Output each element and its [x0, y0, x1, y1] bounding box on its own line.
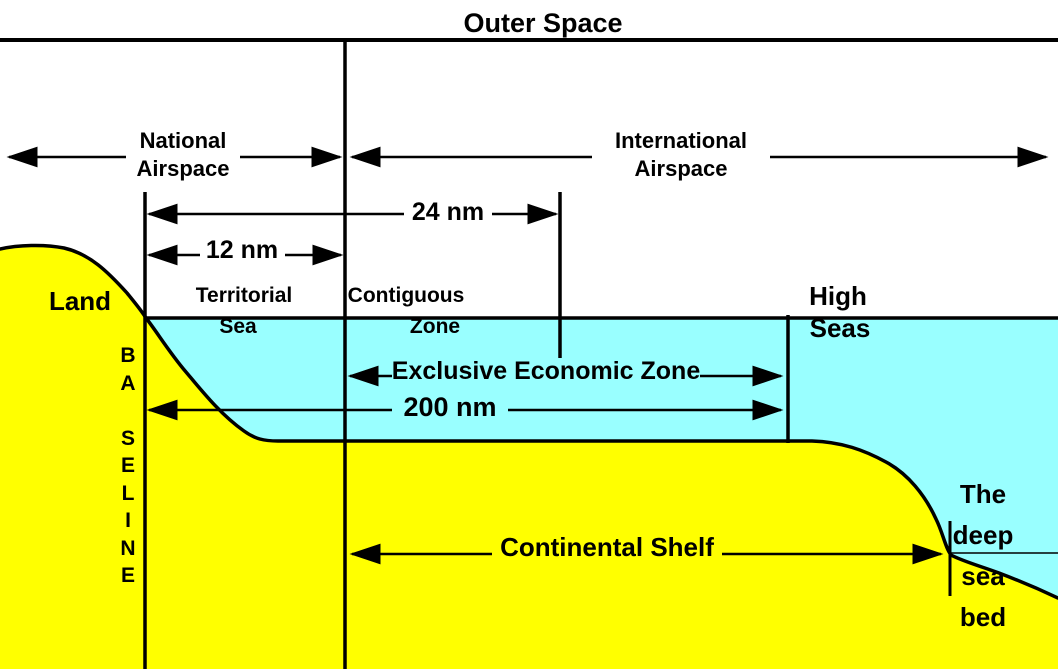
- outer-space-label: Outer Space: [463, 8, 623, 38]
- territorial-sea-label-line1: Territorial: [195, 284, 293, 307]
- land-label: Land: [48, 286, 112, 316]
- measurement-12nm-label: 12 nm: [205, 236, 279, 264]
- baseline-label: B A S E L I N E: [120, 344, 136, 587]
- measurement-24nm-label: 24 nm: [411, 198, 485, 226]
- water-shape: [146, 318, 1058, 598]
- high-seas-label-line1: High: [809, 281, 867, 311]
- continental-shelf-label: Continental Shelf: [500, 532, 714, 562]
- measurement-200nm-label: 200 nm: [403, 392, 497, 422]
- deep-sea-bed-label: The deep sea bed: [952, 479, 1014, 632]
- international-airspace-label: International Airspace: [614, 128, 748, 181]
- national-airspace-label: National Airspace: [136, 128, 230, 181]
- contiguous-zone-label-line2: Zone: [409, 315, 461, 338]
- high-seas-label-line2: Seas: [809, 313, 871, 343]
- terrain-outline: [0, 243, 1058, 600]
- land-seabed-shape: [0, 245, 1058, 669]
- contiguous-zone-label-line1: Contiguous: [347, 284, 465, 307]
- exclusive-economic-zone-label: Exclusive Economic Zone: [391, 357, 701, 385]
- territorial-sea-label-line2: Sea: [219, 315, 257, 338]
